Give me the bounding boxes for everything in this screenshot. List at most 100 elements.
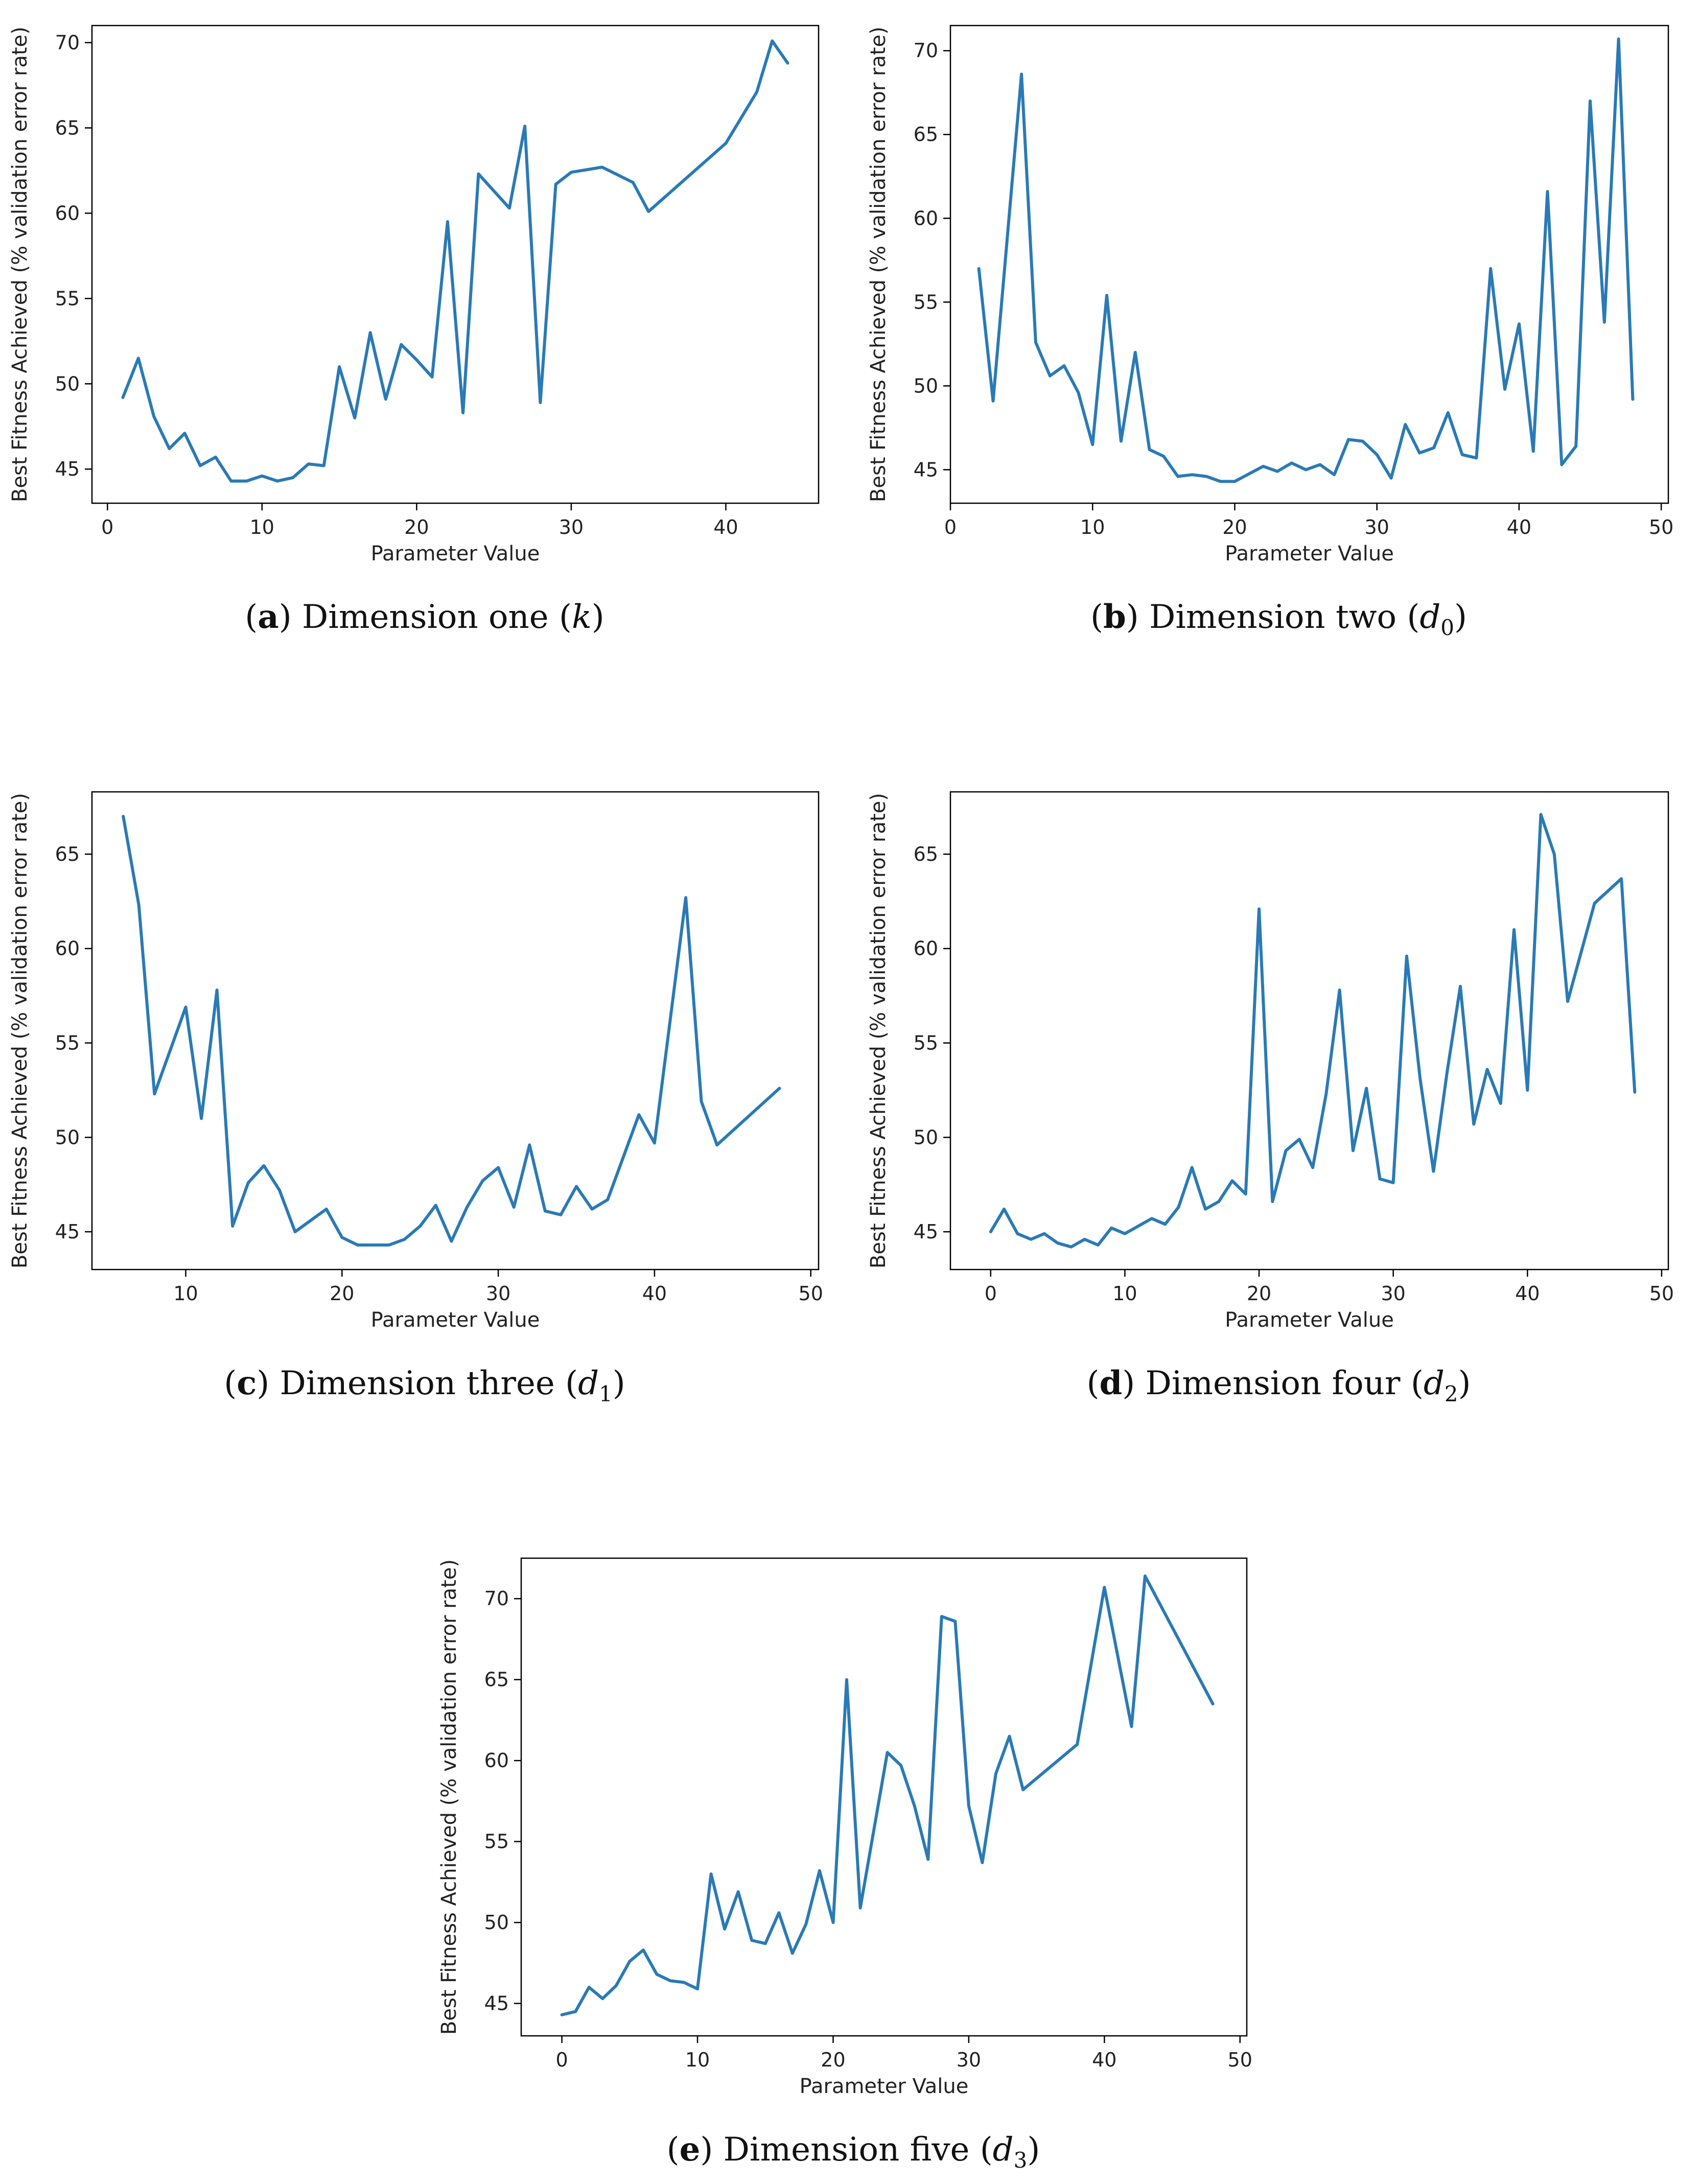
chart-a-ytick-label: 45 [55, 458, 80, 480]
chart-b-xtick-label: 10 [1080, 516, 1105, 538]
caption-a-text: Dimension one [302, 598, 549, 636]
chart-b-data-point [1091, 443, 1094, 446]
chart-e-data-point [994, 1772, 997, 1775]
chart-d-data-point [1432, 1170, 1435, 1173]
caption-a-symbol: k [571, 598, 592, 636]
chart-d-data-point [1324, 1092, 1328, 1095]
chart-c-data-point [559, 1213, 562, 1216]
chart-b-xtick-label: 50 [1649, 516, 1673, 538]
chart-e-xtick-label: 0 [556, 2049, 568, 2071]
chart-a-data-point [214, 456, 217, 459]
chart-panel-b: 0 10 20 30 40 50 45 50 55 60 65 70 Parameter Value Be… [858, 0, 1699, 577]
chart-b-data-point [1049, 374, 1052, 378]
chart-b-data-point [1120, 440, 1123, 443]
chart-e-data-point [1212, 1702, 1215, 1705]
chart-b-frame [949, 25, 1669, 504]
chart-e-data-point [777, 1911, 780, 1914]
caption-a: (a) Dimension one (k) [245, 598, 604, 636]
chart-a-data-point [446, 220, 449, 223]
chart-a-data-point [353, 416, 356, 419]
chart-a-plot: 0 10 20 30 40 45 50 55 60 65 70 Parameter Value Best… [8, 25, 820, 566]
chart-a-data-point [261, 475, 264, 478]
chart-a-xtick-label: 20 [404, 516, 429, 538]
chart-c-ytick-label: 50 [55, 1126, 80, 1148]
chart-b-plot: 0 10 20 30 40 50 45 50 55 60 65 70 Parameter Value Be… [867, 25, 1673, 566]
chart-c-data-point [418, 1225, 422, 1228]
chart-a-ytick-label: 60 [55, 202, 80, 224]
chart-a-data-point [431, 375, 434, 379]
chart-c-plot: 10 20 30 40 50 45 50 55 60 65 Parameter Value Best … [8, 791, 823, 1332]
chart-a-series-line [121, 39, 789, 483]
chart-d-data-point [1016, 1232, 1019, 1235]
chart-c-series-line [122, 815, 781, 1247]
chart-a-data-point [322, 464, 325, 467]
chart-d-data-point [1338, 989, 1341, 992]
chart-e-data-point [615, 1984, 618, 1987]
chart-c-data-point [497, 1166, 500, 1169]
chart-c-xtick-label: 50 [799, 1282, 823, 1305]
caption-d: (d) Dimension four (d2) [1086, 1364, 1471, 1406]
chart-b-ytick-label: 60 [914, 207, 938, 229]
caption-b-letter: b [1103, 598, 1126, 636]
caption-c-letter: c [237, 1364, 257, 1402]
chart-d-data-point [1620, 877, 1623, 880]
chart-d-data-point [1137, 1225, 1140, 1228]
caption-c-subscript: 1 [599, 1381, 613, 1406]
chart-a-ylabel: Best Fitness Achieved (% validation erro… [8, 27, 32, 502]
chart-a-data-point [229, 480, 232, 483]
chart-a-ytick-label: 55 [55, 287, 80, 310]
chart-d-ytick-label: 55 [914, 1032, 938, 1054]
chart-b-data-point [1219, 480, 1222, 483]
chart-c-data-point [684, 896, 687, 899]
chart-d-data-point [1418, 1077, 1422, 1081]
chart-c-xtick-label: 40 [642, 1282, 667, 1305]
chart-e-data-point [926, 1858, 929, 1861]
chart-e-data-point [696, 1987, 699, 1990]
chart-e-data-point [981, 1861, 984, 1864]
chart-c-data-point [637, 1113, 640, 1116]
chart-b-data-point [1574, 444, 1577, 448]
chart-e-data-point [1144, 1575, 1147, 1578]
chart-b-data-point [1432, 447, 1435, 450]
chart-a-data-point [384, 397, 387, 401]
caption-e-letter: e [679, 2130, 701, 2169]
chart-b-ytick-label: 50 [914, 374, 938, 397]
chart-e-xtick-label: 40 [1092, 2049, 1116, 2071]
chart-c-frame [91, 791, 820, 1271]
chart-e-data-point [940, 1615, 943, 1618]
chart-c-data-point [200, 1117, 203, 1120]
chart-c-xtick-label: 10 [173, 1282, 198, 1305]
chart-d-data-point [1485, 1068, 1488, 1071]
chart-a-data-point [600, 166, 603, 169]
chart-e-data-point [588, 1986, 591, 1989]
chart-d-xtick-label: 30 [1381, 1282, 1405, 1305]
chart-d-data-point [1566, 1000, 1569, 1003]
caption-a-letter: a [258, 598, 279, 636]
chart-e-data-point [1076, 1743, 1079, 1746]
chart-e-data-point [1103, 1586, 1106, 1589]
chart-b-data-point [1333, 473, 1336, 476]
chart-d-series-line [989, 813, 1637, 1249]
chart-a-xtick-label: 30 [559, 516, 584, 538]
chart-e-ytick-label: 60 [484, 1749, 509, 1772]
chart-a-data-point [276, 480, 279, 483]
chart-b-data-point [1077, 391, 1080, 394]
chart-d-data-point [1459, 985, 1462, 988]
chart-c-data-point [544, 1209, 547, 1212]
chart-d-data-point [1378, 1178, 1381, 1181]
chart-b-data-point [991, 400, 994, 403]
chart-b-data-point [1347, 438, 1350, 441]
chart-a-ytick-label: 50 [55, 372, 80, 395]
caption-d-letter: d [1099, 1364, 1123, 1402]
chart-panel-a: 0 10 20 30 40 45 50 55 60 65 70 Parameter Value Best… [0, 0, 849, 577]
caption-c-symbol: d [578, 1365, 599, 1402]
chart-c-data-point [403, 1238, 406, 1241]
caption-b-symbol: d [1419, 598, 1441, 636]
chart-a-data-point [400, 343, 403, 346]
chart-c-ytick-label: 55 [55, 1032, 80, 1054]
chart-d-data-point [1311, 1166, 1314, 1169]
chart-d-ytick-label: 50 [914, 1126, 938, 1148]
chart-b-ytick-label: 70 [914, 39, 938, 62]
chart-d-data-point [1298, 1138, 1301, 1141]
chart-d-data-point [1472, 1122, 1475, 1125]
